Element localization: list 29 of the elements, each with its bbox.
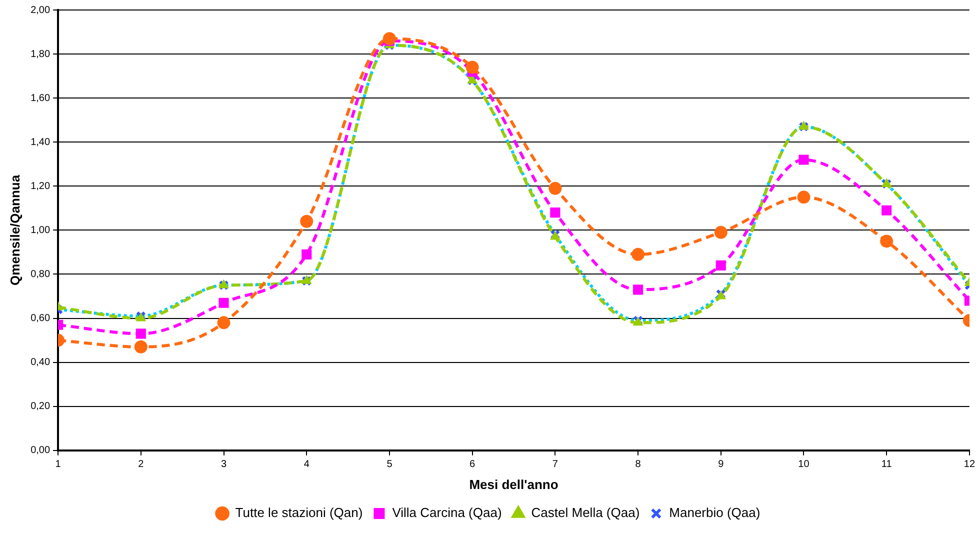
y-tick-label: 1,80 [30, 48, 50, 60]
y-tick-label: 0,80 [30, 268, 50, 280]
x-tick-label: 10 [798, 459, 810, 470]
x-tick-label: 3 [220, 459, 227, 470]
x-tick-label: 12 [964, 459, 976, 470]
legend-label: Tutte le stazioni (Qan) [235, 505, 363, 520]
legend-label: Villa Carcina (Qaa) [392, 505, 502, 520]
y-tick-label: 0,40 [30, 357, 50, 368]
y-tick-label: 1,40 [30, 136, 50, 148]
y-tick-label: 1,00 [30, 224, 50, 236]
y-tick-label: 0,20 [30, 401, 50, 412]
x-tick-label: 11 [881, 459, 892, 470]
y-tick-label: 0,00 [30, 445, 50, 456]
legend-label: Manerbio (Qaa) [669, 505, 760, 520]
x-tick-label: 4 [304, 459, 310, 470]
x-axis-title: Mesi dell'anno [469, 476, 558, 492]
y-tick-label: 2,00 [30, 4, 50, 16]
y-tick-label: 0,60 [30, 313, 50, 324]
y-tick-label: 1,20 [30, 180, 50, 192]
x-tick-label: 2 [138, 459, 144, 470]
x-tick-label: 8 [635, 459, 642, 470]
x-tick-label: 7 [552, 459, 558, 470]
legend-label: Castel Mella (Qaa) [531, 505, 640, 520]
x-tick-label: 9 [718, 459, 724, 470]
y-axis-title: Qmensile/Qannua [7, 174, 22, 286]
x-tick-label: 5 [386, 459, 393, 470]
y-tick-label: 1,60 [30, 92, 50, 104]
x-tick-label: 6 [470, 459, 476, 470]
x-tick-label: 1 [55, 459, 62, 470]
